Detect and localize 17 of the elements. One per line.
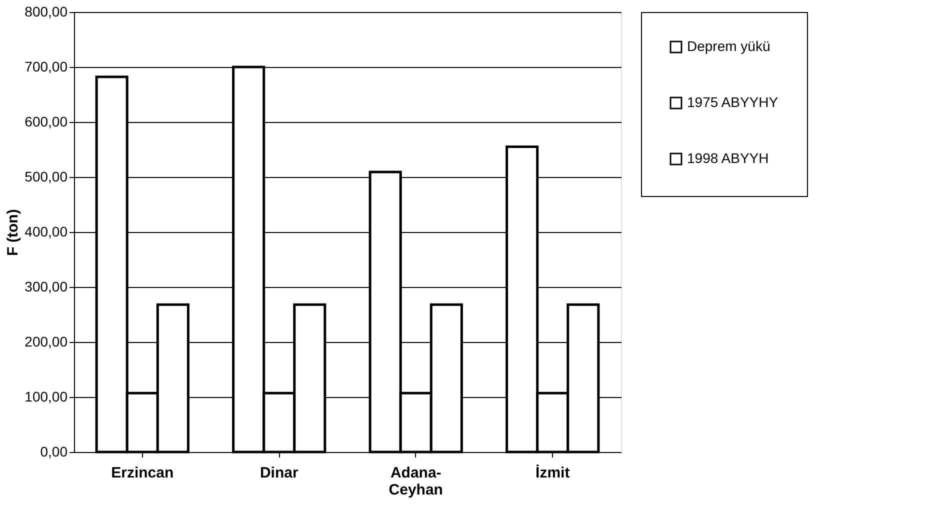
y-tick-label: 500,00 (24, 168, 68, 184)
legend-label: 1975 ABYYHY (687, 94, 779, 110)
y-tick-label: 100,00 (24, 388, 68, 404)
x-tick-label: Erzincan (111, 464, 174, 482)
y-tick-label: 600,00 (24, 114, 68, 130)
x-tick-label: Adana-Ceyhan (388, 464, 443, 498)
y-tick-label: 400,00 (24, 224, 68, 240)
legend-label: Deprem yükü (687, 38, 770, 54)
y-tick-label: 300,00 (24, 278, 68, 294)
legend-label: 1998 ABYYH (687, 150, 769, 166)
x-tick-label: İzmit (536, 464, 570, 482)
y-tick-label: 800,00 (24, 4, 68, 20)
y-tick-label: 0,00 (40, 444, 68, 460)
x-tick-label: Dinar (260, 464, 298, 482)
y-axis-title: F (ton) (4, 209, 22, 256)
y-tick-label: 700,00 (24, 58, 68, 74)
y-tick-label: 200,00 (24, 334, 68, 350)
